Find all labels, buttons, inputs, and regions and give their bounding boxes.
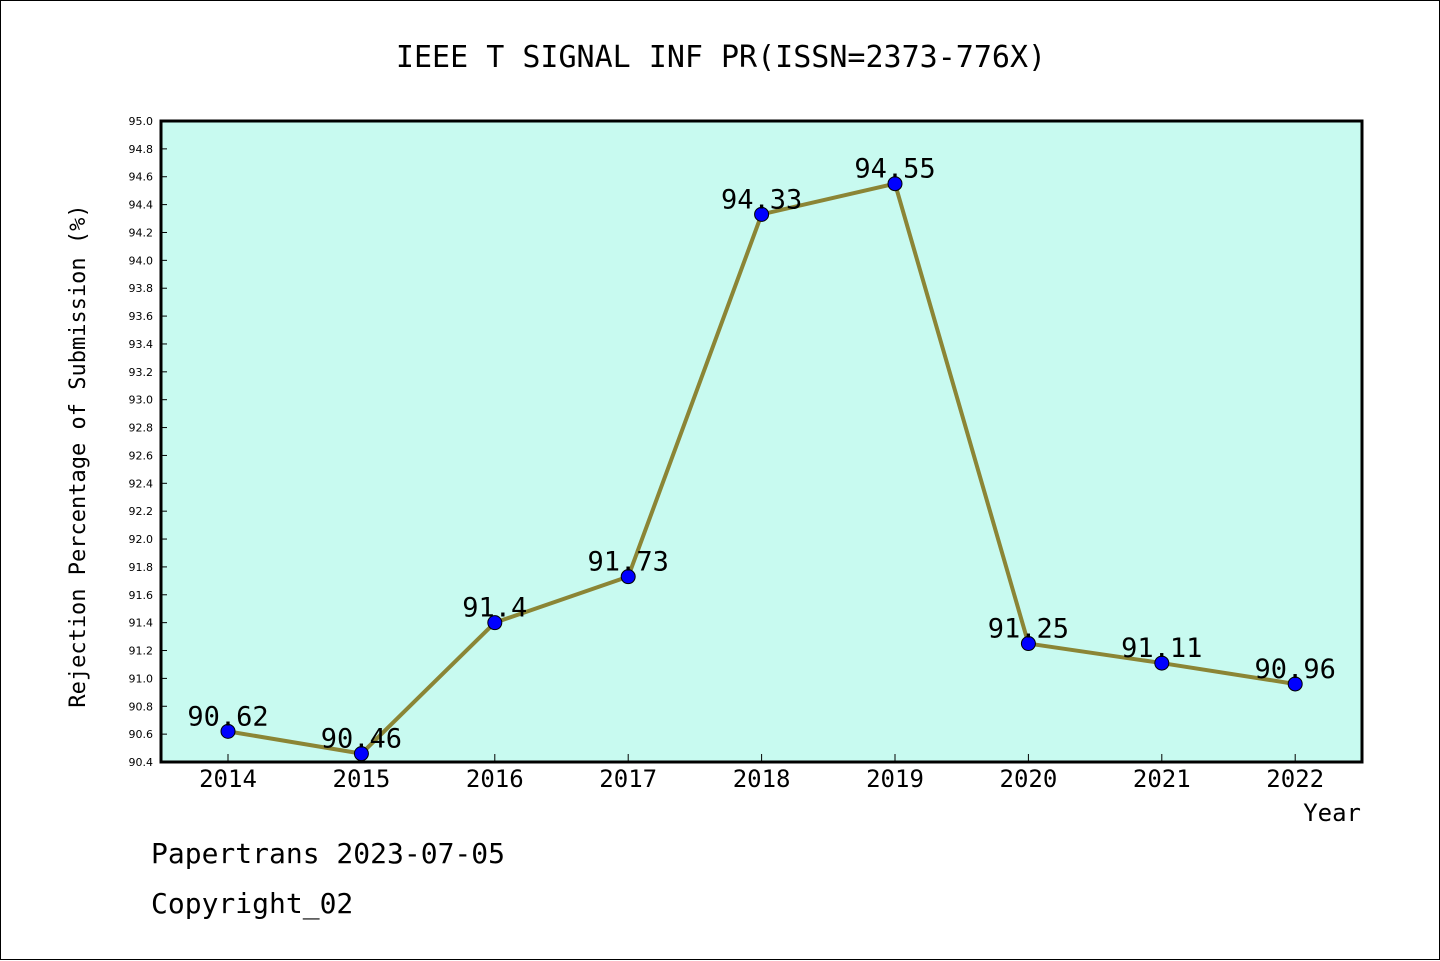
y-tick-label: 91.6 <box>129 589 154 602</box>
x-tick-label: 2021 <box>1133 765 1191 793</box>
y-tick-label: 90.4 <box>129 756 154 769</box>
data-label: 91.11 <box>1121 633 1202 664</box>
data-label: 91.73 <box>588 547 669 578</box>
series-group: 90.62 90.46 91.4 91.73 94.33 94.55 91.25 91.11 9… <box>187 154 1336 762</box>
y-tick-label: 94.0 <box>129 254 154 267</box>
y-tick-label: 93.0 <box>129 394 154 407</box>
x-axis-label: Year <box>1303 799 1361 827</box>
x-tick-label: 2019 <box>866 765 924 793</box>
y-tick-label: 91.8 <box>129 561 154 574</box>
y-tick-label: 92.4 <box>129 477 154 490</box>
chart-title: IEEE T SIGNAL INF PR(ISSN=2373-776X) <box>396 40 1046 75</box>
y-tick-label: 92.6 <box>129 449 154 462</box>
x-tick-label: 2018 <box>733 765 791 793</box>
x-tick-label: 2022 <box>1266 765 1324 793</box>
data-point <box>620 569 636 585</box>
data-label: 90.46 <box>321 724 402 755</box>
y-tick-label: 95.0 <box>129 115 154 128</box>
x-tick-label: 2017 <box>599 765 657 793</box>
data-label: 94.55 <box>854 154 935 185</box>
data-point <box>1154 655 1170 671</box>
y-tick-label: 92.0 <box>129 533 154 546</box>
x-tick-label: 2020 <box>1000 765 1058 793</box>
y-tick-label: 93.6 <box>129 310 154 323</box>
y-tick-label: 90.8 <box>129 700 154 713</box>
y-tick-label: 92.2 <box>129 505 154 518</box>
footer-date: Papertrans 2023-07-05 <box>151 837 506 870</box>
x-axis: 2014 2015 2016 2017 2018 2019 2020 2021 2022 <box>199 754 1324 793</box>
y-tick-label: 93.2 <box>129 366 154 379</box>
y-axis: 90.4 90.6 90.8 91.0 91.2 91.4 91.6 91.8 92.0 92.2… <box>129 115 167 769</box>
y-tick-label: 94.6 <box>129 171 154 184</box>
data-label: 91.4 <box>462 593 527 624</box>
data-point <box>1020 636 1036 652</box>
data-point <box>1287 676 1303 692</box>
data-point <box>220 723 236 739</box>
y-tick-label: 91.2 <box>129 645 154 658</box>
y-tick-label: 94.2 <box>129 226 154 239</box>
x-tick-label: 2015 <box>333 765 391 793</box>
x-tick-label: 2016 <box>466 765 524 793</box>
y-tick-label: 92.8 <box>129 422 154 435</box>
y-tick-label: 94.4 <box>129 199 154 212</box>
y-axis-label: Rejection Percentage of Submission (%) <box>66 204 91 707</box>
data-point <box>754 206 770 222</box>
data-point <box>353 746 369 762</box>
x-tick-label: 2014 <box>199 765 257 793</box>
data-point <box>487 615 503 631</box>
y-tick-label: 90.6 <box>129 728 154 741</box>
y-tick-label: 93.4 <box>129 338 154 351</box>
y-tick-label: 91.0 <box>129 672 154 685</box>
y-tick-label: 94.8 <box>129 143 154 156</box>
data-label: 90.96 <box>1255 654 1336 685</box>
data-label: 90.62 <box>187 701 268 732</box>
data-label: 91.25 <box>988 614 1069 645</box>
footer-copyright: Copyright_02 <box>151 887 354 920</box>
data-point <box>887 176 903 192</box>
plot-area <box>159 119 1364 764</box>
data-label: 94.33 <box>721 184 802 215</box>
y-tick-label: 93.8 <box>129 282 154 295</box>
y-tick-label: 91.4 <box>129 617 154 630</box>
